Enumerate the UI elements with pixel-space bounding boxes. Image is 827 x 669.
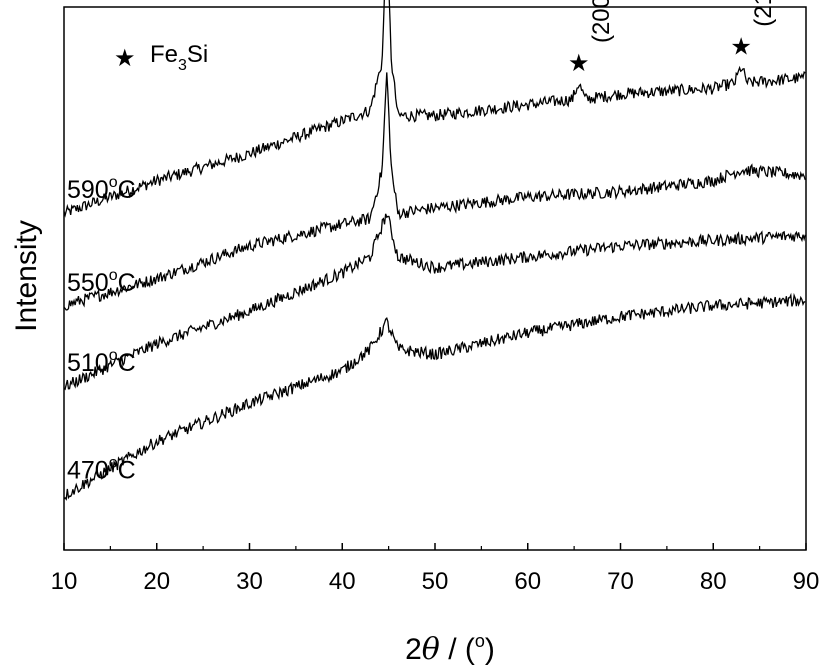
x-axis-title-close: ) bbox=[485, 633, 495, 666]
x-tick-label: 60 bbox=[514, 568, 541, 595]
x-tick-label: 10 bbox=[51, 568, 78, 595]
legend-label: Fe3Si bbox=[150, 41, 208, 74]
curve-label-degree: o bbox=[109, 454, 118, 471]
curve-label-unit: C bbox=[118, 269, 136, 297]
x-axis-title-main: 2 bbox=[405, 633, 422, 666]
legend-label-main: Fe bbox=[150, 41, 178, 68]
curve-label-510c: 510oC bbox=[67, 347, 136, 377]
peak-labels: ★(110)★(200)★(211) bbox=[568, 0, 777, 77]
curve-label-unit: C bbox=[118, 456, 136, 484]
curve-590c bbox=[63, 0, 806, 218]
x-tick-label: 20 bbox=[143, 568, 170, 595]
curve-label-470c: 470oC bbox=[67, 454, 136, 484]
curve-label-temp: 510 bbox=[67, 349, 109, 377]
x-axis-title-degree: o bbox=[475, 631, 485, 651]
peak-label: (200) bbox=[588, 0, 615, 43]
curve-label-temp: 590 bbox=[67, 176, 109, 204]
x-tick-label: 30 bbox=[236, 568, 263, 595]
y-axis-title: Intensity bbox=[10, 220, 43, 332]
curve-label-unit: C bbox=[118, 349, 136, 377]
x-axis-title-theta: θ bbox=[422, 632, 440, 667]
curve-label-550c: 550oC bbox=[67, 267, 136, 297]
legend-label-tail: Si bbox=[187, 41, 208, 68]
curve-label-590c: 590oC bbox=[67, 174, 136, 204]
curve-550c bbox=[63, 72, 806, 311]
x-tick-label: 40 bbox=[329, 568, 356, 595]
legend-star-icon: ★ bbox=[114, 44, 136, 72]
x-axis-title: 2θ / (o) bbox=[405, 631, 495, 667]
curve-label-temp: 550 bbox=[67, 269, 109, 297]
legend-label-subscript: 3 bbox=[178, 57, 187, 74]
curve-label-degree: o bbox=[109, 174, 118, 191]
peak-star-icon: ★ bbox=[568, 49, 590, 77]
curve-label-degree: o bbox=[109, 267, 118, 284]
curve-label-degree: o bbox=[109, 347, 118, 364]
x-tick-label: 50 bbox=[422, 568, 449, 595]
diffraction-curves bbox=[63, 0, 806, 501]
curve-510c bbox=[63, 213, 806, 391]
x-tick-marks bbox=[63, 543, 807, 550]
x-tick-label: 80 bbox=[700, 568, 727, 595]
x-tick-label: 70 bbox=[607, 568, 634, 595]
curve-470c bbox=[63, 292, 806, 501]
peak-star-icon: ★ bbox=[730, 33, 752, 61]
peak-label: (211) bbox=[750, 0, 777, 27]
curve-label-unit: C bbox=[118, 176, 136, 204]
x-tick-label: 90 bbox=[793, 568, 820, 595]
x-axis-title-unit: / ( bbox=[440, 633, 475, 666]
x-tick-labels: 10 20 30 40 50 60 70 80 90 bbox=[51, 568, 820, 595]
curve-label-temp: 470 bbox=[67, 456, 109, 484]
